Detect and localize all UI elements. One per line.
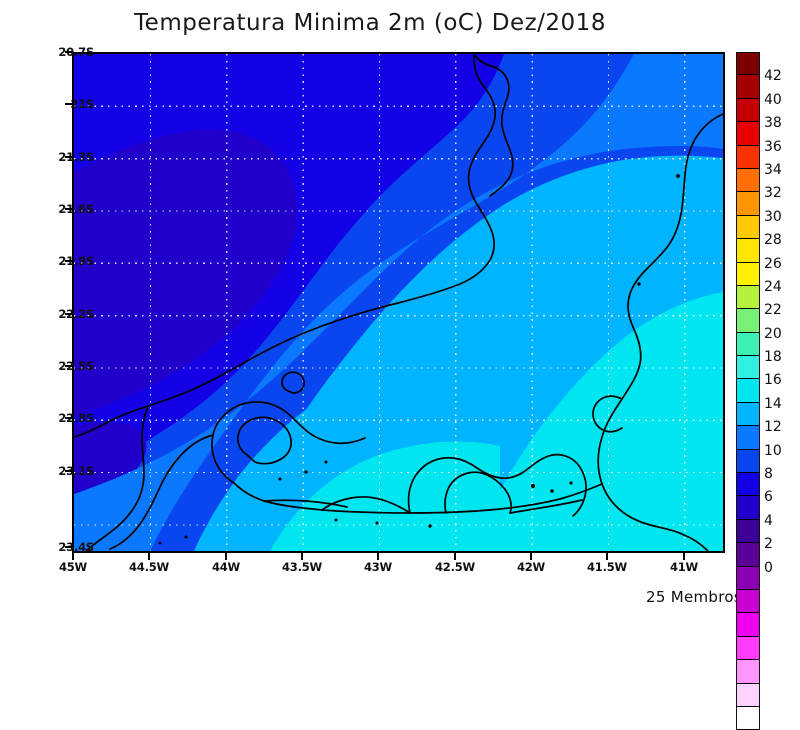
- ytick-label: 21.3S: [58, 150, 94, 164]
- xtick-label: 42.5W: [434, 560, 476, 574]
- colorbar-tick-label: 20: [764, 325, 782, 342]
- colorbar-swatch: 34: [736, 145, 782, 177]
- ytick-label: 22.2S: [58, 307, 94, 321]
- colorbar-tick-label: 40: [764, 91, 782, 108]
- grid-lines: [74, 54, 723, 551]
- ytick-label: 23.1S: [58, 464, 94, 478]
- coastline-borders: [74, 54, 723, 551]
- map-frame: [72, 52, 725, 553]
- colorbar-swatch: 14: [736, 379, 782, 411]
- xtick-label: 41W: [669, 560, 699, 574]
- colorbar-swatch: 40: [736, 75, 782, 107]
- ytick-label: 21S: [70, 97, 94, 111]
- colorbar-swatch: 2: [736, 519, 773, 551]
- colorbar-tick-label: 6: [764, 489, 773, 506]
- xtick-label: 41.5W: [586, 560, 628, 574]
- colorbar-swatch: 36: [736, 122, 782, 154]
- colorbar-tick-label: 26: [764, 255, 782, 272]
- colorbar-tick-label: 36: [764, 138, 782, 155]
- colorbar-swatch: 24: [736, 262, 782, 294]
- ensemble-members-caption: 25 Membros: [646, 588, 742, 606]
- ytick-label: 21.9S: [58, 254, 94, 268]
- xtick-label: 42W: [516, 560, 546, 574]
- xtick-label: 45W: [58, 560, 88, 574]
- band-14-16: [74, 129, 298, 416]
- ytick-label: 20.7S: [58, 45, 94, 59]
- colorbar-swatch: 28: [736, 215, 782, 247]
- ytick-label: 21.6S: [58, 202, 94, 216]
- xtick-label: 44.5W: [128, 560, 170, 574]
- band-20-22: [74, 54, 723, 551]
- colorbar-swatch: [736, 613, 760, 637]
- colorbar-swatch: 18: [736, 332, 782, 364]
- colorbar-swatch: [736, 636, 760, 661]
- colorbar-swatch: [736, 566, 760, 590]
- colorbar-tick-label: 38: [764, 115, 782, 132]
- colorbar-tick-label: 0: [764, 559, 773, 576]
- colorbar-swatch: 20: [736, 309, 782, 341]
- temperature-contour-map: [74, 54, 723, 551]
- ytick-label: 22.5S: [58, 359, 94, 373]
- colorbar-swatch: [736, 589, 760, 614]
- colorbar-tick-label: 34: [764, 161, 782, 178]
- colorbar-tick-label: 16: [764, 372, 782, 389]
- ytick-label: 23.4S: [58, 540, 94, 554]
- colorbar-swatch: 6: [736, 473, 773, 504]
- colorbar-swatch: 12: [736, 402, 782, 434]
- colorbar-swatch: 42: [736, 52, 782, 83]
- ytick-label: 22.8S: [58, 411, 94, 425]
- colorbar-tick-label: 32: [764, 185, 782, 202]
- colorbar-swatch: [736, 660, 760, 684]
- colorbar-swatch: 0: [736, 543, 773, 575]
- xtick-label: 43W: [363, 560, 393, 574]
- colorbar-tick-label: 22: [764, 302, 782, 319]
- xtick-label: 43.5W: [281, 560, 323, 574]
- colorbar-swatch: 16: [736, 356, 782, 387]
- colorbar-tick-label: 42: [764, 68, 782, 85]
- colorbar-swatch: 26: [736, 239, 782, 271]
- colorbar-tick-label: 28: [764, 232, 782, 249]
- colorbar-tick-label: 4: [764, 512, 773, 529]
- colorbar-swatch: 4: [736, 496, 773, 528]
- colorbar-swatch: 10: [736, 426, 782, 458]
- xtick-label: 44W: [211, 560, 241, 574]
- colorbar: 42 40 38 36 34 32 30 28 26 24 22 20 18 16 14 12 10 8 6 4 2 0: [736, 52, 782, 730]
- band-14-16-secondary: [74, 421, 147, 498]
- colorbar-swatch: 22: [736, 285, 782, 317]
- colorbar-swatch: [736, 706, 760, 730]
- colorbar-swatch: 38: [736, 98, 782, 130]
- page-title: Temperatura Minima 2m (oC) Dez/2018: [134, 10, 606, 36]
- colorbar-swatch: [736, 683, 760, 707]
- colorbar-swatch: 32: [736, 168, 782, 200]
- colorbar-tick-label: 18: [764, 349, 782, 366]
- plot-area: [72, 52, 725, 553]
- colorbar-tick-label: 14: [764, 395, 782, 412]
- colorbar-tick-label: 12: [764, 419, 782, 436]
- colorbar-swatch: 8: [736, 449, 773, 481]
- colorbar-swatch: 30: [736, 192, 782, 224]
- colorbar-tick-label: 10: [764, 442, 782, 459]
- band-24-26-coastal: [270, 441, 500, 551]
- colorbar-tick-label: 24: [764, 278, 782, 295]
- colorbar-tick-label: 8: [764, 466, 773, 483]
- colorbar-tick-label: 30: [764, 208, 782, 225]
- colorbar-tick-label: 2: [764, 536, 773, 553]
